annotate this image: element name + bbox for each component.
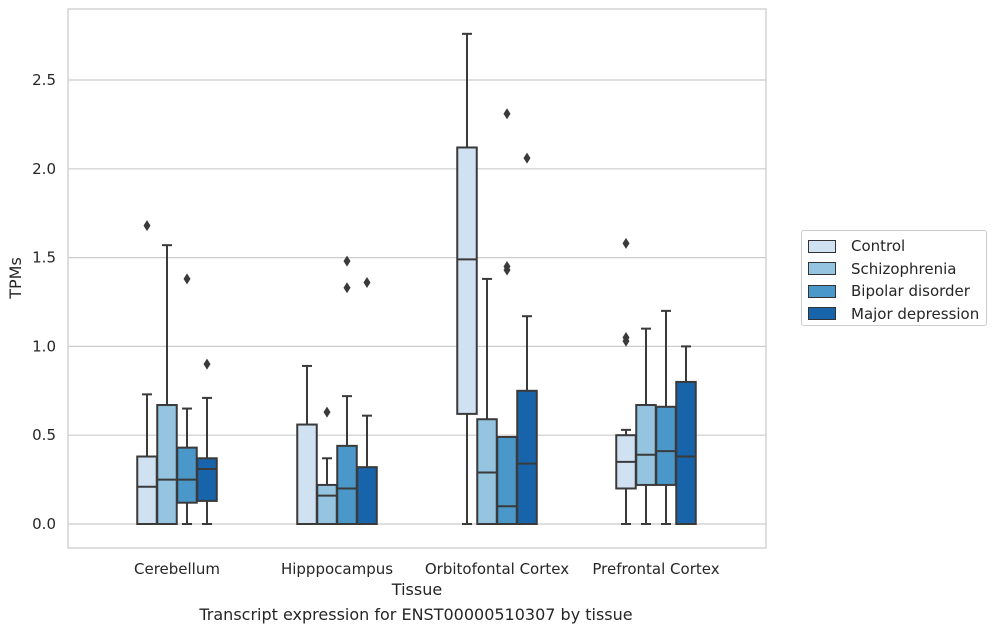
box-iqr: [136, 455, 158, 525]
y-tick-label: 2.5: [32, 71, 56, 89]
box-iqr: [316, 483, 338, 526]
box-iqr: [196, 457, 218, 502]
box-iqr: [156, 404, 178, 525]
outlier-point: [523, 152, 531, 164]
outlier-point: [363, 276, 371, 288]
y-axis-label: TPMs: [6, 257, 25, 300]
legend-item: Control: [808, 235, 986, 258]
box-groups: [136, 32, 697, 526]
legend-swatch: [808, 307, 836, 321]
outlier-point: [183, 273, 191, 285]
x-tick-labels: Cerebellum Hipppocampus Orbitofontal Corte…: [134, 560, 720, 578]
outlier-point: [503, 260, 511, 272]
box-major-depression: [516, 152, 538, 525]
box-iqr: [176, 446, 198, 504]
box-bipolar-disorder: [176, 273, 198, 525]
box-control: [296, 364, 318, 526]
box-major-depression: [356, 276, 378, 525]
box-control: [136, 220, 158, 525]
legend: Control Schizophrenia Bipolar disorder Majo…: [801, 230, 987, 326]
legend-swatch: [808, 284, 836, 298]
legend-swatch: [808, 262, 836, 276]
y-tick-label: 1.0: [32, 337, 56, 355]
y-tick-label: 0.5: [32, 426, 56, 444]
legend-item: Bipolar disorder: [808, 280, 986, 303]
box-iqr: [356, 466, 378, 525]
outlier-point: [143, 220, 151, 232]
outlier-point: [343, 255, 351, 267]
plot-area-frame: [67, 8, 767, 549]
outlier-point: [503, 108, 511, 120]
outlier-point: [622, 237, 630, 249]
legend-item: Schizophrenia: [808, 258, 986, 281]
box-schizophrenia: [476, 277, 498, 525]
box-iqr: [456, 146, 478, 415]
y-tick-label: 2.0: [32, 160, 56, 178]
box-iqr: [655, 405, 677, 486]
legend-label: Control: [851, 237, 906, 256]
box-schizophrenia: [635, 327, 657, 525]
legend-label: Schizophrenia: [851, 259, 957, 278]
box-iqr: [336, 444, 358, 525]
box-major-depression: [196, 358, 218, 525]
y-tick-label: 1.5: [32, 249, 56, 267]
box-bipolar-disorder: [336, 255, 358, 525]
box-iqr: [296, 423, 318, 526]
legend-item: Major depression: [808, 303, 986, 326]
box-schizophrenia: [316, 406, 338, 526]
box-bipolar-disorder: [655, 309, 677, 525]
box-iqr: [496, 435, 518, 526]
box-iqr: [516, 389, 538, 525]
x-axis-label: Tissue: [391, 580, 442, 599]
box-schizophrenia: [156, 244, 178, 525]
box-iqr: [635, 404, 657, 486]
y-tick-label: 0.0: [32, 515, 56, 533]
y-tick-labels: 0.0 0.5 1.0 1.5 2.0 2.5: [32, 71, 56, 533]
x-tick-label: Hipppocampus: [281, 560, 393, 578]
legend-label: Major depression: [851, 304, 980, 323]
box-iqr: [675, 380, 697, 526]
legend-label: Bipolar disorder: [851, 282, 970, 301]
x-tick-label: Orbitofontal Cortex: [425, 560, 569, 578]
box-major-depression: [675, 345, 697, 526]
chart-caption: Transcript expression for ENST0000051030…: [199, 605, 633, 624]
outlier-point: [203, 358, 211, 370]
outlier-point: [343, 282, 351, 294]
box-control: [615, 237, 637, 525]
box-control: [456, 32, 478, 525]
box-bipolar-disorder: [496, 108, 518, 526]
legend-swatch: [808, 239, 836, 253]
x-tick-label: Prefrontal Cortex: [592, 560, 719, 578]
x-tick-label: Cerebellum: [134, 560, 220, 578]
outlier-point: [622, 332, 630, 344]
outlier-point: [323, 406, 331, 418]
